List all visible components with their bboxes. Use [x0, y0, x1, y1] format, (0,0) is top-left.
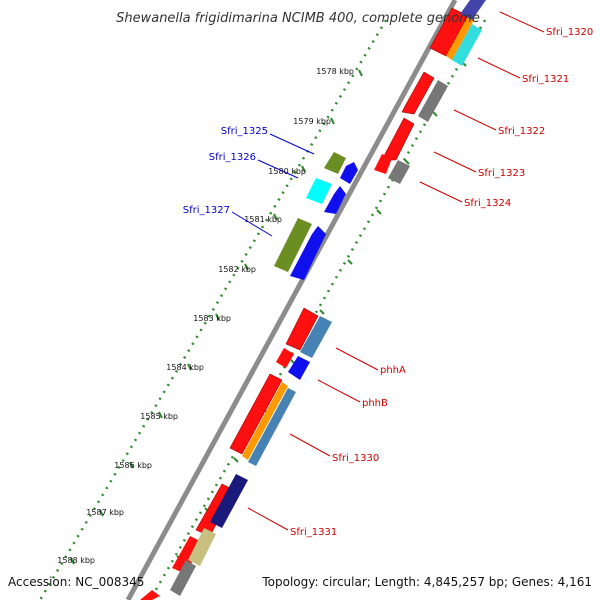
gene-feature-red	[374, 154, 392, 174]
gene-label-sfri-1331[interactable]: Sfri_1331	[290, 527, 337, 538]
gene-feature-navy	[210, 474, 248, 528]
kbp-label: 1579 kbp	[293, 117, 331, 126]
gene-label-sfri-1323[interactable]: Sfri_1323	[478, 168, 525, 179]
gene-label-phhA[interactable]: phhA	[380, 365, 406, 376]
kbp-label: 1588 kbp	[57, 556, 95, 565]
kbp-label: 1581 kbp	[244, 215, 282, 224]
gene-feature-olive	[274, 218, 312, 272]
reverse-strand-features	[140, 0, 486, 600]
gene-label-sfri-1324[interactable]: Sfri_1324	[464, 198, 511, 209]
genome-backbone	[125, 0, 458, 600]
gene-feature-red	[401, 71, 435, 115]
outer-dotted-track	[38, 19, 388, 600]
reverse-gene-labels: Sfri_1320 Sfri_1321 Sfri_1322 Sfri_1323 …	[247, 11, 593, 538]
gene-feature-blue	[290, 226, 326, 280]
gene-label-phhB[interactable]: phhB	[362, 398, 388, 409]
kbp-label: 1584 kbp	[166, 363, 204, 372]
kbp-label: 1587 kbp	[86, 508, 124, 517]
gene-feature-orange	[446, 16, 474, 60]
gene-feature-khaki	[188, 528, 216, 566]
gene-feature-cyan	[306, 178, 332, 204]
map-title: Shewanella frigidimarina NCIMB 400, comp…	[116, 11, 480, 26]
gene-label-sfri-1325[interactable]: Sfri_1325	[221, 126, 268, 137]
inner-tick-marks	[176, 61, 467, 561]
gene-feature-red	[229, 373, 283, 455]
gene-label-sfri-1322[interactable]: Sfri_1322	[498, 126, 545, 137]
gene-feature-blue	[340, 162, 358, 184]
kbp-label: 1585 kbp	[140, 412, 178, 421]
gene-feature-red	[285, 307, 319, 351]
kbp-label: 1578 kbp	[316, 67, 354, 76]
gene-feature-cyan	[452, 24, 482, 66]
topology-label: Topology: circular; Length: 4,845,257 bp…	[261, 575, 592, 589]
gene-feature-navy	[460, 0, 486, 20]
gene-feature-olive	[324, 152, 346, 174]
gene-feature-blue	[324, 186, 346, 214]
gene-feature-red	[172, 536, 202, 574]
gene-label-sfri-1321[interactable]: Sfri_1321	[522, 74, 569, 85]
gene-feature-blue	[288, 356, 310, 380]
gene-feature-gray	[170, 560, 196, 596]
kbp-labels: 1578 kbp 1579 kbp 1580 kbp 1581 kbp 1582…	[57, 67, 354, 565]
gene-label-sfri-1330[interactable]: Sfri_1330	[332, 453, 379, 464]
accession-label: Accession: NC_008345	[8, 575, 144, 589]
gene-feature-orange	[242, 382, 288, 460]
kbp-label: 1580 kbp	[268, 167, 306, 176]
gene-feature-steelblue	[300, 316, 332, 358]
gene-feature-red	[140, 590, 160, 600]
gene-feature-gray	[388, 160, 410, 184]
kbp-label: 1583 kbp	[193, 314, 231, 323]
gene-label-sfri-1326[interactable]: Sfri_1326	[209, 152, 256, 163]
kbp-label: 1586 kbp	[114, 461, 152, 470]
forward-gene-labels: Sfri_1325 Sfri_1326 Sfri_1327	[183, 126, 315, 237]
gene-feature-red	[276, 348, 294, 368]
kbp-label: 1582 kbp	[218, 265, 256, 274]
gene-feature-gray	[418, 80, 448, 122]
gene-label-sfri-1327[interactable]: Sfri_1327	[183, 205, 230, 216]
tick-marks	[70, 69, 363, 565]
forward-strand-features	[274, 152, 358, 280]
gene-feature-steelblue	[248, 388, 296, 466]
gene-label-sfri-1320[interactable]: Sfri_1320	[546, 27, 593, 38]
